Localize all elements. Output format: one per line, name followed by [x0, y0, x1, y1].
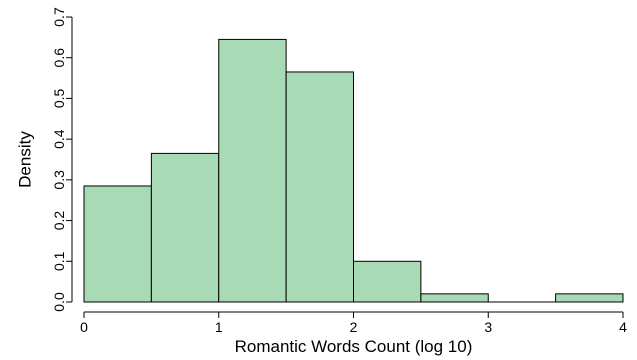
y-tick-label-0: 0.0 — [51, 292, 67, 312]
histogram-bars — [83, 38, 624, 303]
x-tick-label-0: 0 — [80, 319, 88, 335]
x-axis-title: Romantic Words Count (log 10) — [235, 337, 473, 356]
histogram-bar-7 — [555, 293, 624, 303]
y-tick-label-4: 0.4 — [51, 129, 67, 149]
y-axis: 0.0 0.1 0.2 0.3 0.4 0.5 0.6 0.7 — [51, 7, 73, 312]
histogram-bar-5 — [420, 293, 489, 303]
y-tick-label-3: 0.3 — [51, 170, 67, 190]
histogram-bar-2 — [218, 38, 287, 303]
y-tick-label-6: 0.6 — [51, 48, 67, 68]
histogram-bar-0 — [83, 185, 152, 303]
y-tick-label-7: 0.7 — [51, 7, 67, 27]
histogram-bar-4 — [353, 260, 422, 303]
y-tick-label-1: 0.1 — [51, 251, 67, 271]
x-tick-label-1: 1 — [215, 319, 223, 335]
y-tick-label-2: 0.2 — [51, 211, 67, 231]
histogram-bar-1 — [150, 152, 220, 303]
x-tick-label-3: 3 — [484, 319, 492, 335]
y-axis-title: Density — [16, 131, 35, 188]
x-axis: 0 1 2 3 4 — [80, 311, 627, 335]
histogram-bar-3 — [285, 71, 354, 303]
x-tick-label-2: 2 — [350, 319, 358, 335]
x-tick-label-4: 4 — [619, 319, 627, 335]
y-tick-label-5: 0.5 — [51, 88, 67, 108]
